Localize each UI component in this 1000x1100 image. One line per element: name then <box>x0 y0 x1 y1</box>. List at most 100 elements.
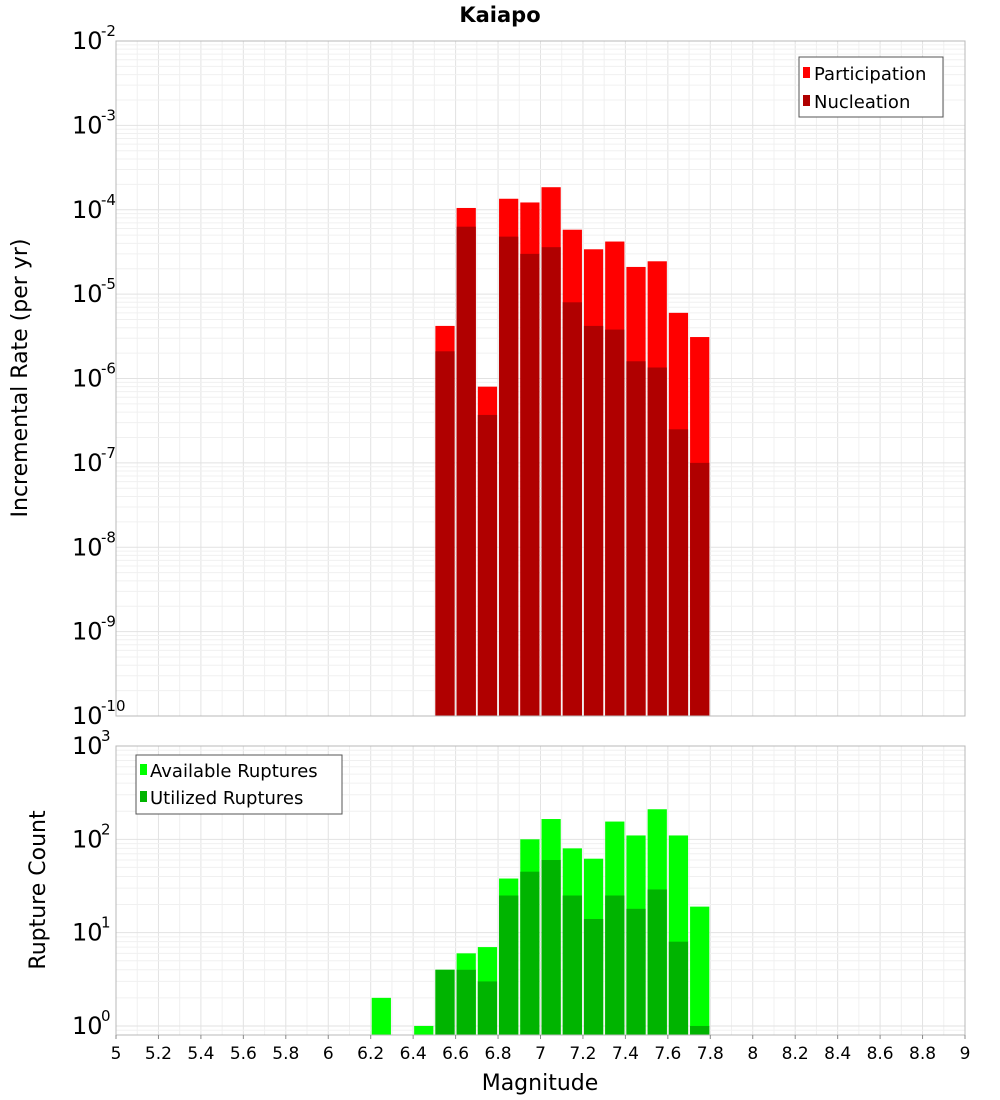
x-tick-label: 5.2 <box>145 1044 172 1064</box>
participation-legend-swatch <box>803 67 810 78</box>
rate-y-tick-label: 10 <box>72 196 103 224</box>
rate-nucleation-bar <box>435 351 455 716</box>
rate-y-tick-label: 10 <box>72 111 103 139</box>
x-ticks: 5 5.2 5.4 5.6 5.8 6 6.2 6.4 6.6 6.8 7 7.2 7.4 7.6 7.8 8… <box>111 1035 971 1064</box>
rate-y-tick-exponent: -8 <box>101 528 116 546</box>
count-y-axis-label: Rupture Count <box>26 810 51 970</box>
count-utilized-ruptures-bar <box>690 1025 710 1035</box>
count-y-tick-exponent: 3 <box>101 727 111 745</box>
rate-grid <box>116 40 966 717</box>
count-utilized-ruptures-bar <box>477 981 498 1035</box>
count-y-tick-label: 10 <box>72 919 103 947</box>
rate-nucleation-bar <box>541 247 561 716</box>
count-available-ruptures-bar <box>371 997 391 1035</box>
x-tick-label: 5.6 <box>230 1044 257 1064</box>
rate-legend: Participation Nucleation <box>798 56 944 118</box>
count-legend-box <box>135 754 343 815</box>
rate-bars <box>435 187 710 717</box>
count-utilized-ruptures-bar <box>456 969 476 1035</box>
rate-y-tick-label: 10 <box>72 365 103 393</box>
nucleation-legend-swatch <box>803 95 810 106</box>
rate-y-tick-label: 10 <box>72 280 103 308</box>
count-y-tick-label: 10 <box>72 1012 103 1040</box>
rate-nucleation-bar <box>668 429 689 716</box>
participation-legend-label: Participation <box>814 64 926 85</box>
x-tick-label: 8.8 <box>909 1044 936 1064</box>
x-tick-label: 6.6 <box>442 1044 469 1064</box>
count-grid <box>116 745 966 1036</box>
x-tick-label: 7.6 <box>654 1044 681 1064</box>
rate-nucleation-bar <box>583 325 604 716</box>
count-utilized-ruptures-bar <box>520 871 540 1035</box>
rate-y-tick-exponent: -5 <box>101 275 116 293</box>
utilized-legend-swatch <box>140 791 147 802</box>
count-legend: Available Ruptures Utilized Ruptures <box>135 754 343 815</box>
count-utilized-ruptures-bar <box>668 941 689 1035</box>
rate-nucleation-bar <box>562 302 582 716</box>
count-utilized-ruptures-bar <box>562 895 582 1035</box>
rate-y-tick-exponent: -6 <box>101 360 116 378</box>
rate-nucleation-bar <box>499 236 519 716</box>
available-legend-swatch <box>140 764 147 775</box>
x-tick-label: 6.4 <box>400 1044 427 1064</box>
x-tick-label: 6 <box>323 1044 334 1064</box>
count-utilized-ruptures-bar <box>647 889 667 1035</box>
x-tick-label: 8.2 <box>782 1044 809 1064</box>
rate-legend-box <box>798 56 944 118</box>
x-tick-label: 6.2 <box>357 1044 384 1064</box>
count-utilized-ruptures-bar <box>583 919 604 1035</box>
count-available-ruptures-bar <box>414 1025 434 1035</box>
rate-y-tick-label: 10 <box>72 533 103 561</box>
rate-nucleation-bar <box>456 226 476 716</box>
count-available-ruptures-bar <box>690 906 710 1035</box>
rate-nucleation-bar <box>647 367 667 716</box>
rate-y-tick-exponent: -10 <box>101 697 126 715</box>
nucleation-legend-label: Nucleation <box>814 92 910 113</box>
available-legend-label: Available Ruptures <box>150 761 318 782</box>
rate-y-tick-exponent: -9 <box>101 613 116 631</box>
rate-y-tick-exponent: -3 <box>101 106 116 124</box>
x-tick-label: 7.4 <box>612 1044 639 1064</box>
rate-y-tick-exponent: -7 <box>101 444 116 462</box>
x-tick-label: 5.8 <box>272 1044 299 1064</box>
x-tick-label: 5 <box>111 1044 122 1064</box>
rate-nucleation-bar <box>520 253 540 716</box>
rate-nucleation-bar <box>626 361 646 716</box>
x-tick-label: 7.2 <box>569 1044 596 1064</box>
count-utilized-ruptures-bar <box>499 895 519 1035</box>
count-y-tick-label: 10 <box>72 732 103 760</box>
rate-y-tick-label: 10 <box>72 618 103 646</box>
count-utilized-ruptures-bar <box>541 860 561 1035</box>
x-tick-label: 6.8 <box>485 1044 512 1064</box>
count-y-tick-exponent: 0 <box>101 1007 111 1025</box>
rate-y-tick-label: 10 <box>72 702 103 730</box>
x-tick-label: 9 <box>960 1044 971 1064</box>
x-tick-label: 8.6 <box>867 1044 894 1064</box>
rate-plot-frame <box>115 40 966 717</box>
rate-nucleation-bar <box>690 462 710 716</box>
utilized-legend-label: Utilized Ruptures <box>150 788 303 809</box>
count-bars <box>371 809 710 1035</box>
rate-y-tick-label: 10 <box>72 449 103 477</box>
count-utilized-ruptures-bar <box>626 908 646 1035</box>
x-tick-label: 8.4 <box>824 1044 851 1064</box>
x-tick-label: 8 <box>747 1044 758 1064</box>
rate-nucleation-bar <box>477 414 498 716</box>
x-axis-label: Magnitude <box>482 1071 599 1096</box>
count-utilized-ruptures-bar <box>435 969 455 1035</box>
x-tick-label: 5.4 <box>187 1044 214 1064</box>
chart-title: Kaiapo <box>459 3 540 27</box>
rate-y-tick-label: 10 <box>72 27 103 55</box>
rate-y-tick-exponent: -2 <box>101 22 116 40</box>
count-y-tick-exponent: 2 <box>101 820 111 838</box>
count-utilized-ruptures-bar <box>605 895 625 1035</box>
rate-nucleation-bar <box>605 329 625 716</box>
x-tick-label: 7 <box>535 1044 546 1064</box>
count-y-tick-label: 10 <box>72 825 103 853</box>
rate-y-axis-label: Incremental Rate (per yr) <box>8 239 33 518</box>
